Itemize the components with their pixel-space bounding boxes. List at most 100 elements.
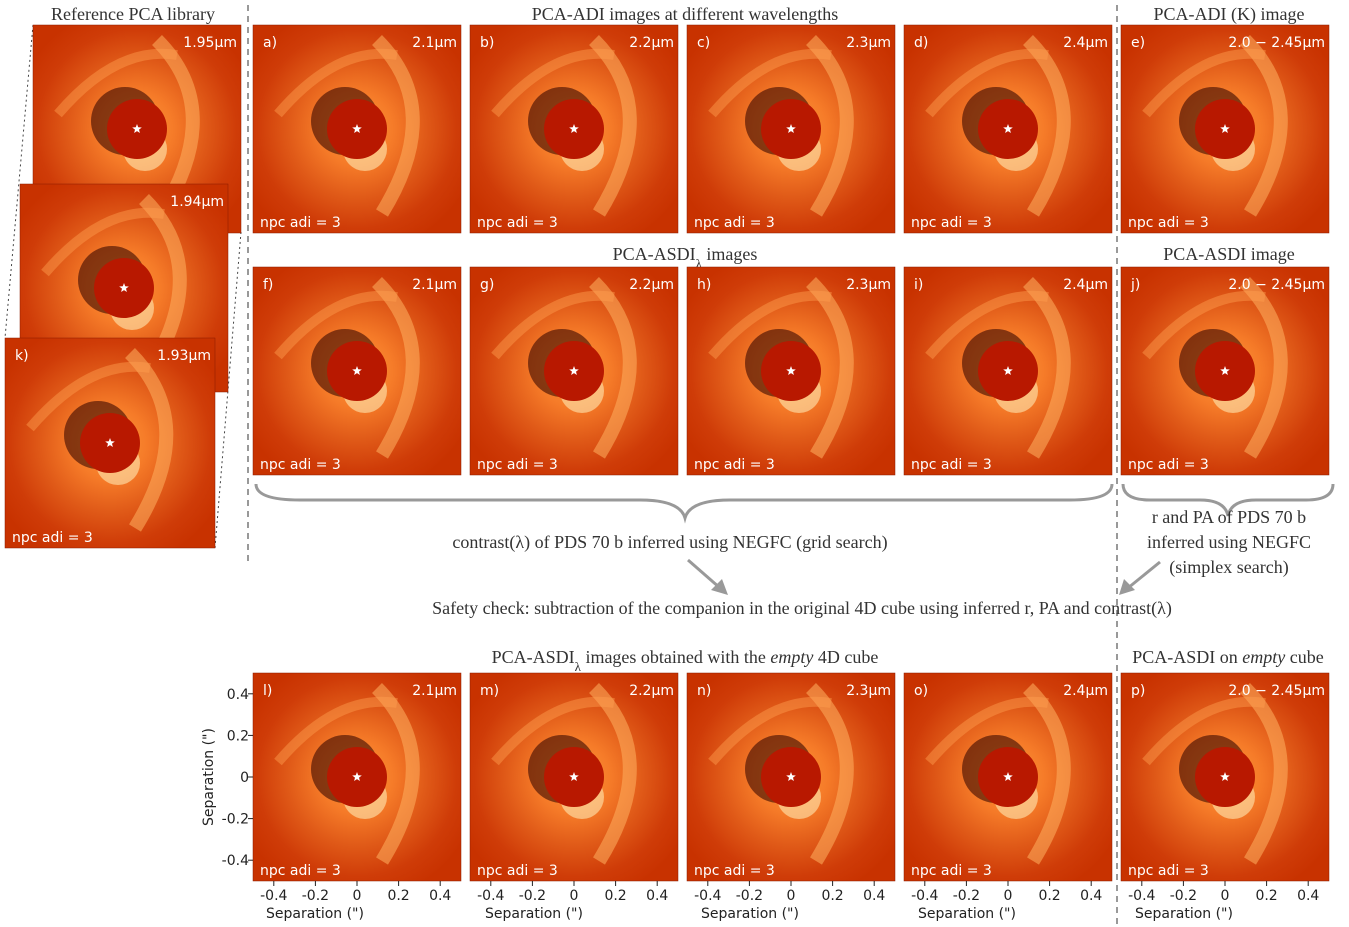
x-tick-label: -0.2 [953, 888, 980, 904]
disk-arm [805, 277, 854, 459]
y-tick-label: 0 [240, 770, 249, 786]
panel-label: m) [480, 683, 499, 699]
star [569, 366, 579, 375]
heading: PCA-ASDI image [1163, 244, 1295, 264]
y-tick-label: 0.2 [227, 728, 249, 744]
wavelength: 1.95μm [183, 35, 237, 51]
disk-arm [491, 290, 615, 360]
disk-arm [1022, 277, 1071, 459]
wavelength: 2.0 − 2.45μm [1228, 277, 1325, 293]
wavelength: 2.1μm [412, 35, 457, 51]
disk-arm [41, 207, 165, 277]
npc-label: npc adi = 3 [260, 457, 341, 473]
star [119, 283, 129, 292]
disk-arm [1239, 683, 1288, 865]
wavelength: 2.3μm [846, 35, 891, 51]
npc-label: npc adi = 3 [260, 215, 341, 231]
brace [1121, 483, 1335, 517]
wavelength: 2.3μm [846, 277, 891, 293]
panel-label: l) [263, 683, 272, 699]
y-axis-label: Separation (") [201, 728, 217, 826]
star [569, 124, 579, 133]
star [1220, 124, 1230, 133]
disk-arm [274, 290, 398, 360]
npc-label: npc adi = 3 [911, 457, 992, 473]
panel-label: a) [263, 35, 277, 51]
wavelength: 2.2μm [629, 683, 674, 699]
panel-label: h) [697, 277, 711, 293]
heading: PCA-ASDIλ images obtained with the empty… [492, 647, 879, 674]
x-tick-label: -0.2 [736, 888, 763, 904]
npc-label: npc adi = 3 [477, 863, 558, 879]
y-tick-label: -0.4 [222, 853, 249, 869]
disk-arm [491, 696, 615, 766]
panel-label: g) [480, 277, 494, 293]
star [1220, 772, 1230, 781]
x-tick-label: 0.4 [646, 888, 668, 904]
star [1003, 772, 1013, 781]
panel-label: e) [1131, 35, 1145, 51]
x-tick-label: 0.2 [1038, 888, 1060, 904]
x-tick-label: 0.4 [1080, 888, 1102, 904]
wavelength: 2.0 − 2.45μm [1228, 683, 1325, 699]
npc-label: npc adi = 3 [694, 215, 775, 231]
star [1003, 366, 1013, 375]
disk-arm [925, 290, 1049, 360]
connector [4, 24, 34, 339]
wavelength: 2.4μm [1063, 683, 1108, 699]
npc-label: npc adi = 3 [911, 215, 992, 231]
star [569, 772, 579, 781]
star [352, 366, 362, 375]
x-tick-label: -0.4 [911, 888, 938, 904]
panel-label: n) [697, 683, 711, 699]
panel-label: c) [697, 35, 710, 51]
x-tick-label: 0 [570, 888, 579, 904]
x-tick-label: 0.4 [1297, 888, 1319, 904]
disk-arm [491, 48, 615, 118]
x-tick-label: 0 [1221, 888, 1230, 904]
arrow-head [711, 579, 728, 595]
wavelength: 1.94μm [170, 194, 224, 210]
x-axis-label: Separation (") [485, 906, 583, 922]
x-axis-label: Separation (") [701, 906, 799, 922]
x-tick-label: 0.2 [821, 888, 843, 904]
x-tick-label: 0.2 [604, 888, 626, 904]
panel-label: o) [914, 683, 928, 699]
disk-arm [708, 696, 832, 766]
wavelength: 2.4μm [1063, 277, 1108, 293]
panel-label: i) [914, 277, 923, 293]
wavelength: 2.3μm [846, 683, 891, 699]
x-tick-label: -0.4 [694, 888, 721, 904]
star [786, 366, 796, 375]
disk-arm [1022, 683, 1071, 865]
npc-label: npc adi = 3 [12, 530, 93, 546]
npc-label: npc adi = 3 [1128, 457, 1209, 473]
note: Safety check: subtraction of the compani… [432, 598, 1172, 619]
brace [254, 483, 1114, 524]
npc-label: npc adi = 3 [694, 457, 775, 473]
heading: PCA-ADI (K) image [1154, 4, 1305, 25]
panel-label: j) [1130, 277, 1140, 293]
npc-label: npc adi = 3 [1128, 215, 1209, 231]
x-tick-label: 0.4 [429, 888, 451, 904]
x-tick-label: -0.2 [302, 888, 329, 904]
disk-arm [805, 35, 854, 217]
x-tick-label: -0.2 [1170, 888, 1197, 904]
panel-label: f) [263, 277, 273, 293]
disk-arm [371, 683, 420, 865]
x-tick-label: 0 [353, 888, 362, 904]
x-axis-label: Separation (") [1135, 906, 1233, 922]
npc-label: npc adi = 3 [694, 863, 775, 879]
star [132, 124, 142, 133]
x-tick-label: -0.2 [519, 888, 546, 904]
x-tick-label: 0 [787, 888, 796, 904]
disk-arm [708, 48, 832, 118]
wavelength: 2.1μm [412, 683, 457, 699]
disk-arm [1239, 277, 1288, 459]
heading: PCA-ASDI on empty cube [1132, 647, 1323, 667]
star [1220, 366, 1230, 375]
note: contrast(λ) of PDS 70 b inferred using N… [452, 532, 887, 553]
disk-arm [708, 290, 832, 360]
panel-label: b) [480, 35, 494, 51]
